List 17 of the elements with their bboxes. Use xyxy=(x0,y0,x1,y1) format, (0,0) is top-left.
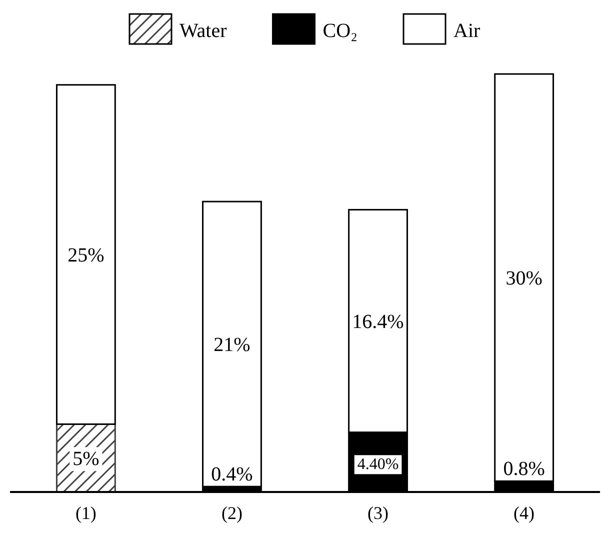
x-tick-label: (4) xyxy=(514,502,535,523)
data-label: 25% xyxy=(68,244,104,266)
data-label: 16.4% xyxy=(352,311,404,333)
data-label: 0.4% xyxy=(211,464,253,486)
x-tick-label: (1) xyxy=(75,502,96,523)
legend-label: CO₂ xyxy=(322,20,358,42)
data-label: 21% xyxy=(214,334,250,356)
data-label: 0.8% xyxy=(503,458,545,480)
bar xyxy=(202,200,262,488)
data-label: 5% xyxy=(72,448,100,470)
data-label: 30% xyxy=(506,268,542,290)
data-label: 4.40% xyxy=(357,456,399,474)
x-tick-label: (2) xyxy=(221,502,242,523)
legend-label: Air xyxy=(454,20,481,42)
x-tick-label: (3) xyxy=(368,502,389,523)
bar xyxy=(56,84,116,425)
legend-label: Water xyxy=(179,20,228,42)
